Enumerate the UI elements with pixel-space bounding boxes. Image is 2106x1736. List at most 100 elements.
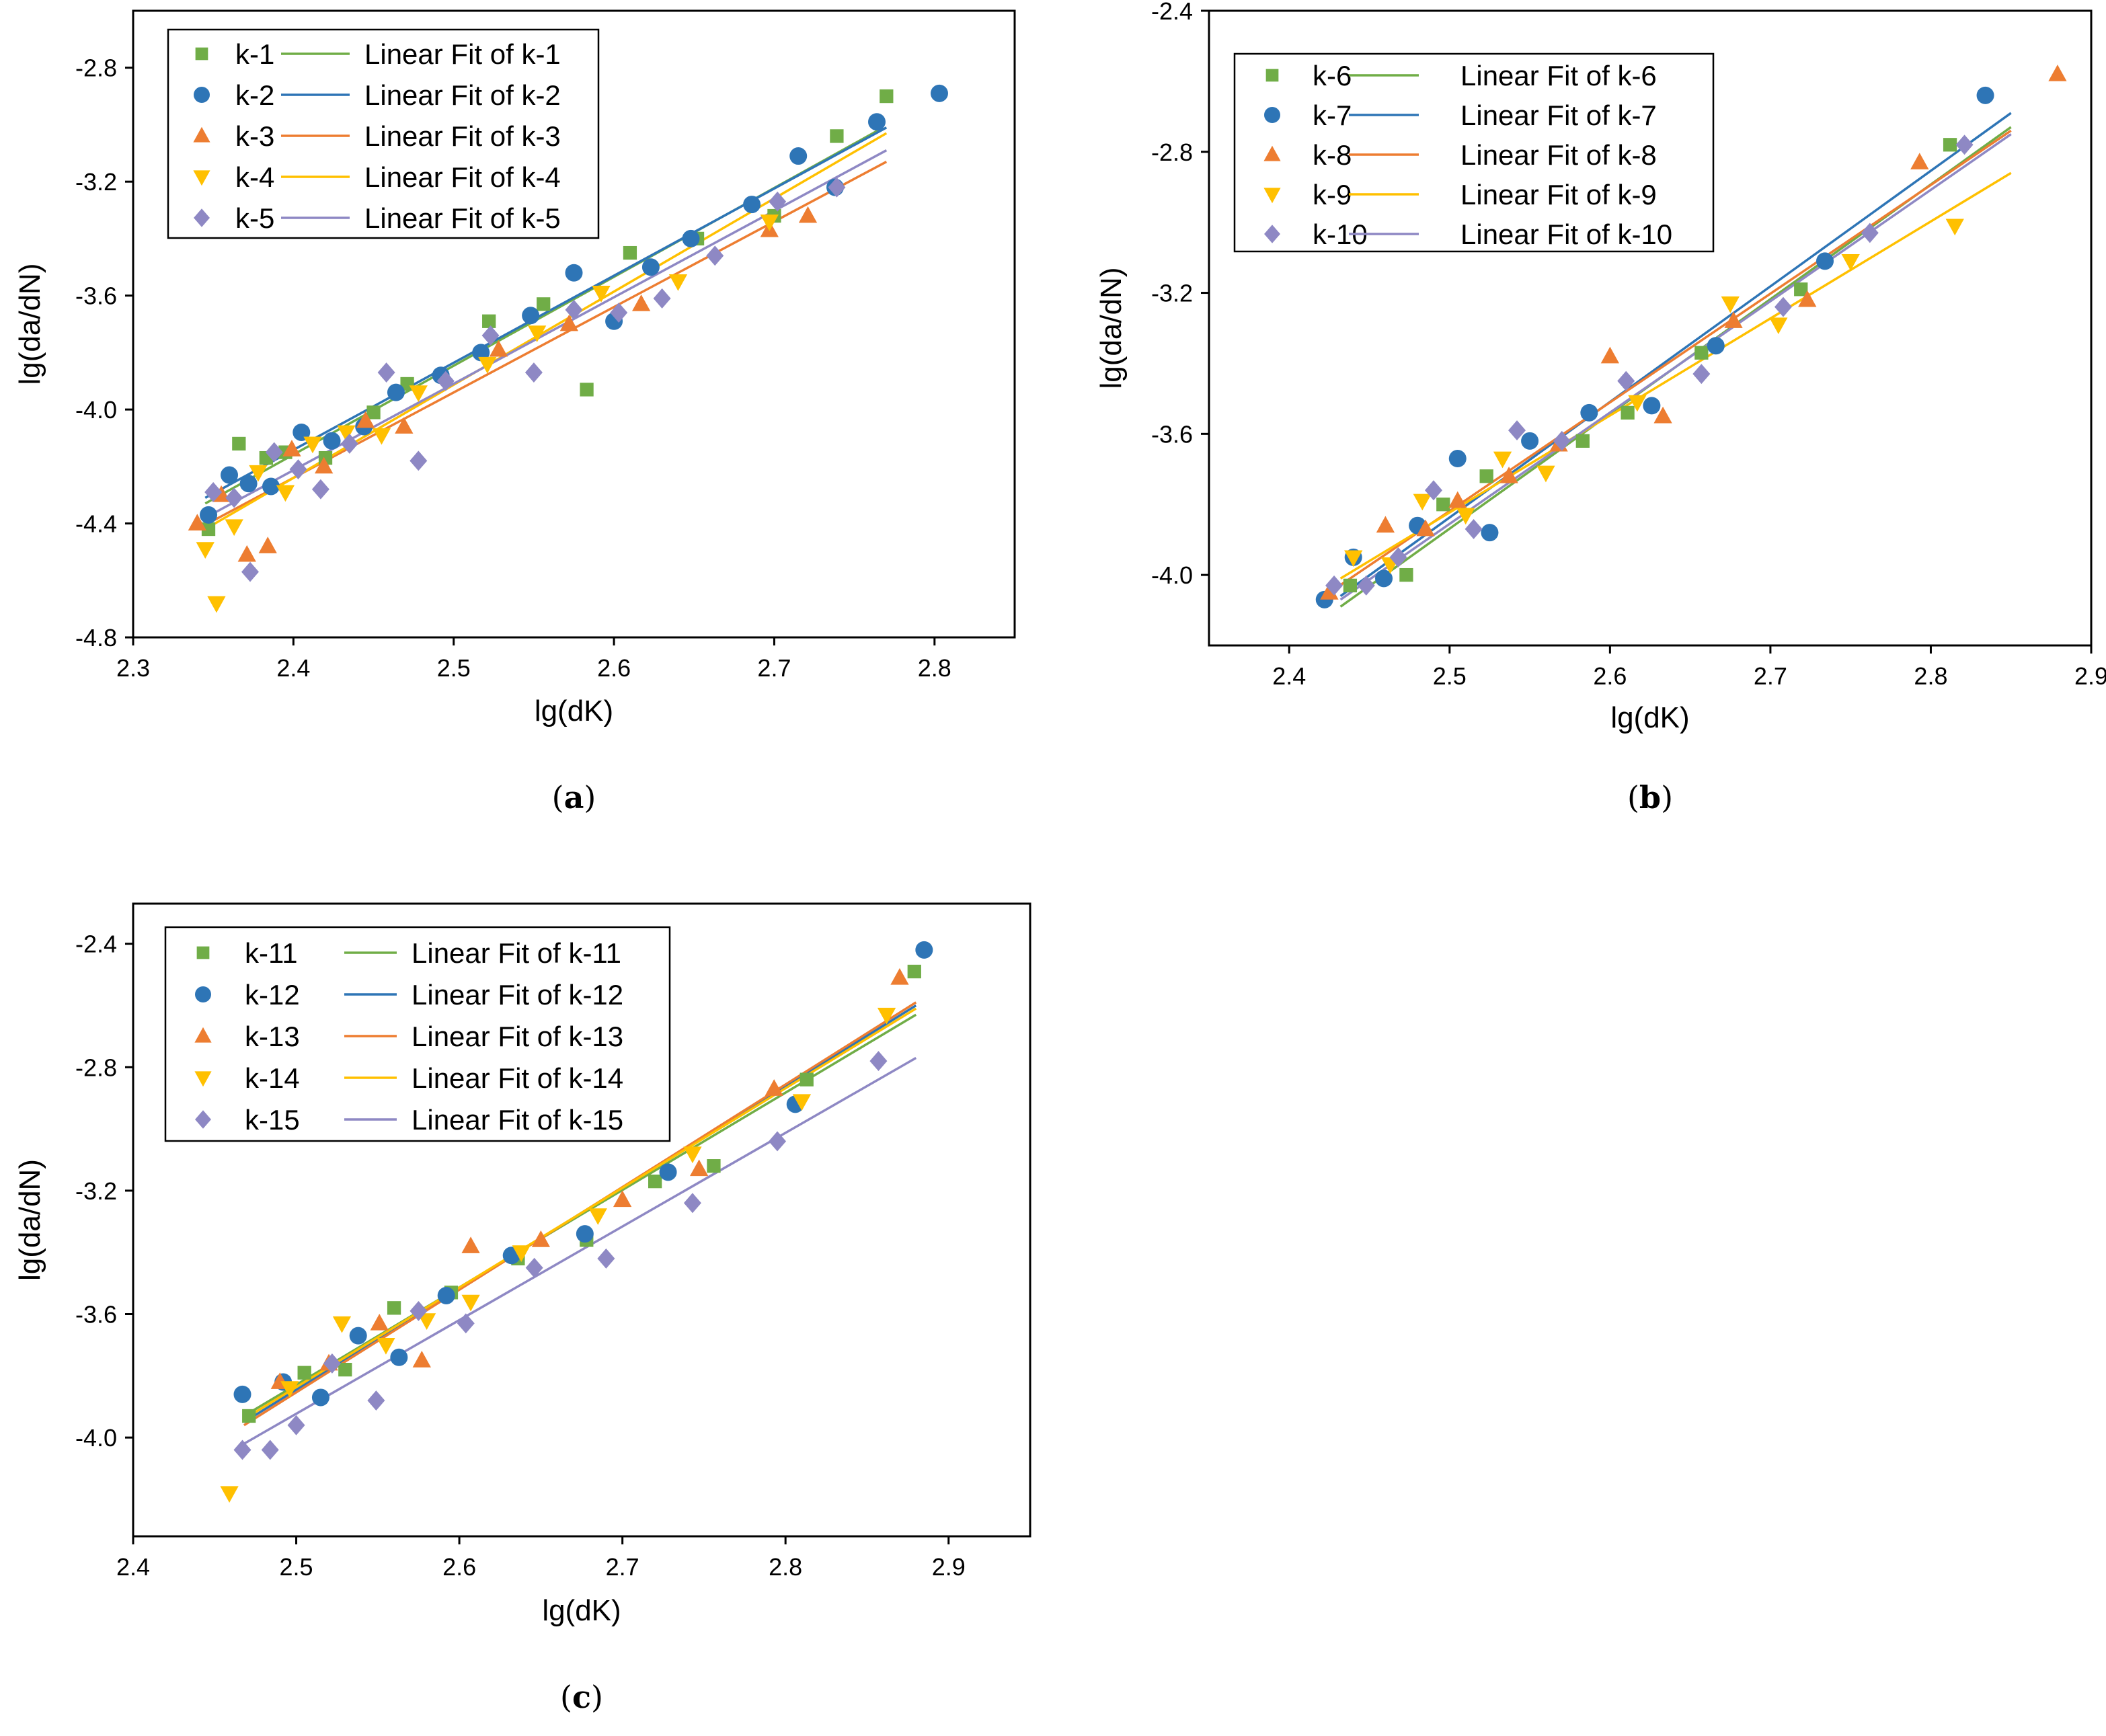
data-point-k-11	[387, 1301, 401, 1315]
data-point-k-8	[2048, 65, 2067, 81]
data-point-k-2	[323, 432, 341, 450]
data-point-k-15	[457, 1313, 475, 1334]
legend-label-k-13: k-13	[245, 1021, 300, 1052]
data-point-k-10	[1774, 297, 1792, 317]
data-point-k-2	[387, 383, 405, 401]
legend-marker-k-4	[193, 170, 210, 186]
data-point-k-10	[1325, 575, 1343, 596]
data-point-k-5	[828, 177, 846, 198]
data-point-k-7	[1976, 86, 1994, 104]
legend-fit-label-k-3: Linear Fit of k-3	[364, 120, 561, 152]
legend-fit-label-k-7: Linear Fit of k-7	[1460, 100, 1657, 131]
data-point-k-2	[565, 264, 583, 282]
x-tick-label: 2.6	[442, 1553, 476, 1581]
y-tick-label: -2.4	[1151, 0, 1193, 25]
data-point-k-10	[1389, 547, 1407, 567]
data-point-k-13	[461, 1236, 480, 1253]
y-tick-label: -3.6	[75, 282, 117, 310]
data-point-k-12	[311, 1388, 329, 1407]
data-point-k-14	[877, 1007, 896, 1025]
x-tick-label: 2.5	[1433, 662, 1467, 690]
data-point-k-10	[1861, 223, 1879, 243]
data-point-k-1	[880, 89, 894, 104]
data-point-k-14	[512, 1245, 531, 1262]
chart-panel-b: 2.4 2.5 2.6 2.7 2.8 2.9 -4.0 -3.6 -3.2 -2.8 -2.4 lg…	[1095, 0, 2106, 816]
data-point-k-5	[241, 561, 260, 582]
data-point-k-2	[868, 113, 886, 131]
data-point-k-11	[800, 1072, 814, 1087]
data-point-k-12	[349, 1327, 367, 1345]
data-point-k-9	[1945, 219, 1964, 236]
fit-line-k-15	[243, 1056, 917, 1445]
legend-label-k-11: k-11	[245, 937, 298, 969]
data-point-k-8	[1600, 346, 1620, 364]
data-point-k-8	[1320, 583, 1339, 600]
data-point-k-7	[1643, 397, 1661, 415]
data-point-k-9	[1721, 296, 1740, 313]
data-point-k-6	[1694, 346, 1709, 360]
legend-fit-label-k-11: Linear Fit of k-11	[412, 937, 621, 969]
legend-marker-k-13	[194, 1027, 212, 1043]
legend-marker-k-12	[195, 986, 211, 1002]
data-point-k-1	[623, 245, 637, 260]
x-tick-label: 2.9	[2074, 662, 2106, 690]
y-tick-label: -3.2	[1151, 280, 1193, 307]
data-point-k-5	[377, 362, 395, 383]
data-point-k-8	[1448, 491, 1467, 508]
y-tick-label: -3.2	[75, 168, 117, 196]
y-tick-label: -3.6	[75, 1301, 117, 1329]
data-point-k-15	[261, 1439, 279, 1460]
data-point-k-2	[200, 506, 218, 524]
legend-box	[1233, 52, 1715, 253]
data-point-k-14	[280, 1381, 299, 1398]
data-point-k-4	[372, 428, 391, 445]
data-point-k-7	[1707, 337, 1725, 355]
panel-label: (a)	[552, 779, 596, 816]
data-point-k-13	[765, 1079, 783, 1096]
data-point-k-7	[1481, 524, 1499, 542]
data-point-k-13	[689, 1159, 709, 1177]
data-point-k-10	[1424, 480, 1442, 501]
data-point-k-11	[338, 1362, 352, 1377]
legend-fit-label-k-13: Linear Fit of k-13	[412, 1021, 623, 1052]
legend-label-k-9: k-9	[1313, 179, 1352, 210]
data-point-k-12	[915, 941, 933, 959]
data-point-k-10	[1553, 430, 1571, 451]
data-point-k-11	[242, 1409, 256, 1423]
data-point-k-1	[537, 297, 551, 311]
x-tick-label: 2.6	[1593, 662, 1627, 690]
data-point-k-14	[220, 1486, 239, 1503]
data-point-k-11	[907, 964, 921, 979]
data-point-k-1	[201, 522, 216, 537]
data-point-k-3	[798, 206, 818, 223]
data-point-k-8	[1910, 153, 1929, 169]
data-point-k-4	[225, 519, 243, 537]
legend-marker-k-9	[1263, 188, 1281, 204]
y-tick-label: -4.8	[75, 624, 117, 652]
panel-label: (b)	[1627, 779, 1673, 816]
legend-fit-label-k-4: Linear Fit of k-4	[364, 161, 561, 193]
data-point-k-4	[337, 425, 356, 442]
legend-fit-label-k-14: Linear Fit of k-14	[412, 1062, 623, 1094]
x-tick-label: 2.3	[116, 654, 150, 682]
plot-frame	[132, 902, 1031, 1538]
data-point-k-8	[1724, 311, 1743, 328]
chart-panel-c: 2.4 2.5 2.6 2.7 2.8 2.9 -4.0 -3.6 -3.2 -2.8 -2.4 lg…	[13, 902, 1031, 1715]
data-point-k-15	[410, 1300, 428, 1321]
x-tick-label: 2.9	[932, 1553, 966, 1581]
data-point-k-6	[1621, 405, 1635, 420]
y-tick-label: -3.2	[75, 1177, 117, 1205]
data-point-k-9	[1536, 465, 1555, 483]
y-axis-title: lg(da/dN)	[1095, 268, 1128, 389]
data-point-k-12	[390, 1348, 408, 1366]
x-tick-label: 2.7	[757, 654, 791, 682]
data-point-k-13	[412, 1351, 431, 1368]
data-point-k-6	[1794, 282, 1808, 297]
data-point-k-2	[472, 344, 490, 362]
data-point-k-15	[323, 1353, 341, 1374]
x-tick-label: 2.4	[276, 654, 310, 682]
data-point-k-4	[668, 274, 688, 291]
legend-marker-k-2	[194, 87, 210, 103]
y-axis-title: lg(da/dN)	[13, 264, 46, 385]
data-point-k-3	[282, 440, 301, 457]
